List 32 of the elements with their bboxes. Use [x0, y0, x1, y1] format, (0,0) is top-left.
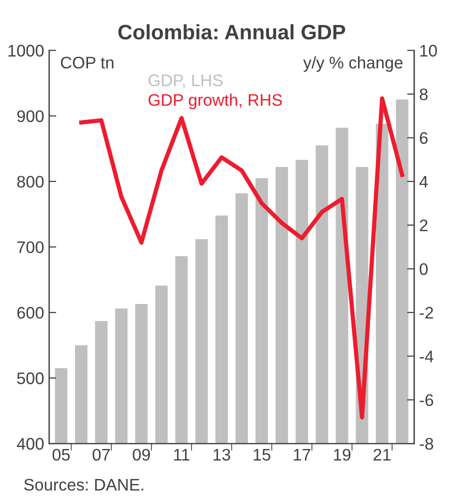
y2-tick-label: 8	[420, 88, 428, 100]
y2-tick-label: -4	[420, 350, 434, 362]
chart-title: Colombia: Annual GDP	[118, 24, 346, 40]
y2-axis-title: y/y % change	[303, 56, 402, 72]
y2-tick-label: -8	[420, 438, 434, 450]
y2-tick-label: -2	[420, 306, 434, 319]
y-tick-label: 900	[17, 110, 44, 122]
text: GDP growth, RHS	[148, 94, 282, 110]
x-tick-label: 11	[174, 448, 190, 460]
x-tick-label: 05	[52, 448, 70, 461]
x-tick-label: 09	[132, 448, 150, 461]
text: GDP, LHS	[148, 74, 223, 88]
y2-tick-label: -6	[420, 394, 434, 406]
x-tick-label: 15	[254, 448, 270, 461]
x-tick-label: 19	[334, 448, 350, 461]
x-tick-label: 21	[374, 448, 391, 460]
source-note: Sources: DANE.	[24, 478, 144, 491]
y2-tick-label: 0	[420, 263, 428, 276]
y-tick-label: 500	[17, 372, 44, 384]
y2-tick-label: 6	[420, 132, 428, 144]
y2-tick-label: 4	[419, 176, 428, 188]
y-tick-label: 400	[16, 438, 44, 450]
x-tick-label: 07	[92, 448, 110, 461]
y2-tick-label: 10	[420, 44, 437, 57]
y2-tick-label: 2	[420, 220, 428, 232]
y-tick-label: 1000	[8, 44, 44, 57]
y-tick-label: 700	[17, 241, 44, 254]
x-tick-label: 17	[294, 448, 310, 460]
y-axis-title: COP tn	[60, 56, 114, 69]
y-tick-label: 800	[17, 176, 44, 188]
y-tick-label: 600	[17, 306, 44, 319]
x-tick-label: 13	[214, 448, 230, 461]
